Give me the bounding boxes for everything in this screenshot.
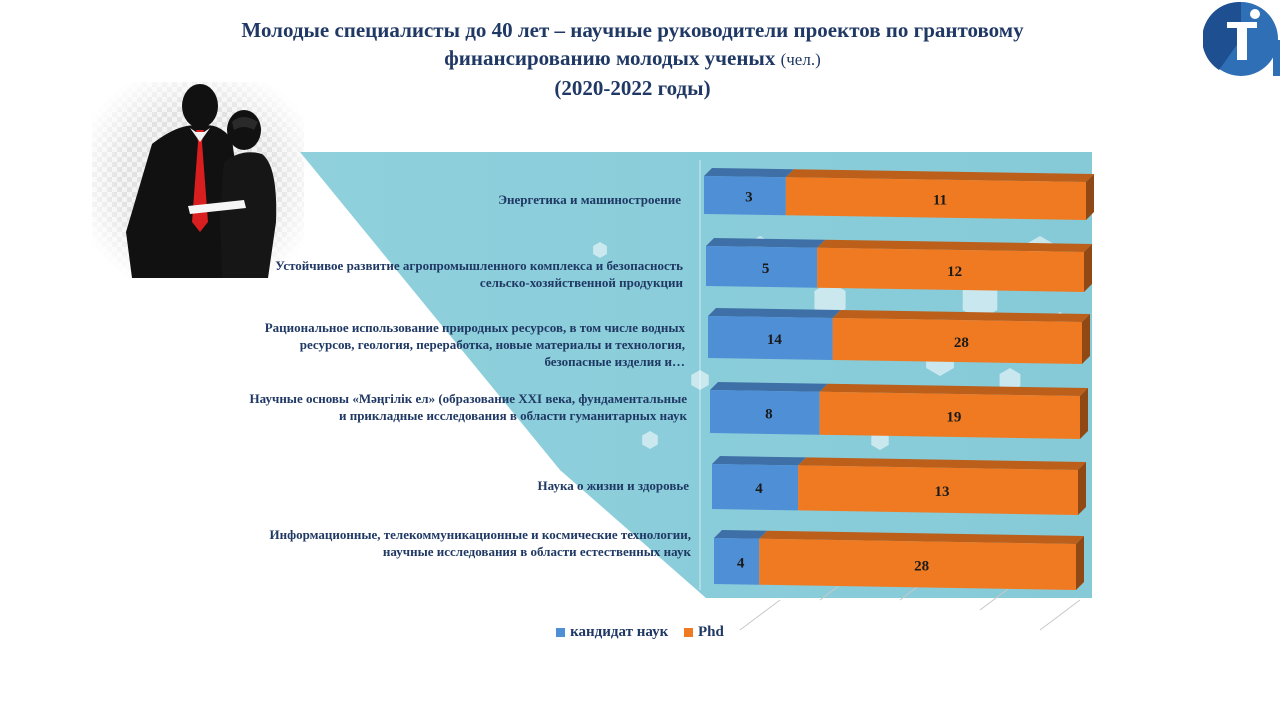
title-line-3: (2020-2022 годы) xyxy=(554,76,711,100)
bar-phd xyxy=(819,391,1080,439)
bar-candidate-value-label: 14 xyxy=(767,332,783,348)
bar-phd-value-label: 28 xyxy=(914,558,929,574)
bar-candidate-top xyxy=(710,382,828,392)
category-label: Наука о жизни и здоровье xyxy=(537,478,690,493)
category-label: Энергетика и машиностроение xyxy=(498,192,681,207)
legend-swatch-blue xyxy=(556,628,566,637)
bar-phd-top xyxy=(832,310,1090,322)
category-label: Рациональное использование природных рес… xyxy=(264,320,685,369)
floor-gridline xyxy=(1039,599,1081,631)
bar-phd-value-label: 28 xyxy=(954,335,969,351)
bar-candidate xyxy=(714,538,760,585)
bar-candidate xyxy=(708,316,833,360)
bar-candidate-top xyxy=(712,456,807,466)
category-label: Устойчивое развитие агропромышленного ко… xyxy=(275,258,683,290)
bar-candidate-value-label: 4 xyxy=(755,481,763,497)
bar-phd-side xyxy=(1080,388,1088,439)
title-line-1: Молодые специалисты до 40 лет – научные … xyxy=(241,18,1024,42)
decor-hexagon xyxy=(593,242,607,258)
bar-phd-top xyxy=(817,239,1092,252)
bar-phd xyxy=(817,247,1084,292)
bar-candidate-value-label: 5 xyxy=(762,261,770,277)
title-line-2-text: финансированию молодых ученых xyxy=(444,46,776,70)
bar-phd xyxy=(798,465,1078,515)
bar-phd-value-label: 19 xyxy=(946,409,961,425)
legend: кандидат наук Phd xyxy=(0,624,1280,642)
bar-candidate xyxy=(706,246,818,288)
chart-title: Молодые специалисты до 40 лет – научные … xyxy=(120,16,1145,102)
legend-swatch-orange xyxy=(684,628,694,637)
bar-phd xyxy=(759,538,1076,590)
bar-phd-side xyxy=(1082,314,1090,364)
title-unit: (чел.) xyxy=(780,50,821,69)
bar-phd-value-label: 12 xyxy=(947,264,962,280)
bar-candidate xyxy=(704,176,786,216)
legend-label-candidate: кандидат наук xyxy=(570,624,669,640)
bar-candidate-value-label: 8 xyxy=(765,406,773,422)
bar-candidate-top xyxy=(704,168,794,178)
decor-hexagon xyxy=(814,282,846,318)
bar-candidate xyxy=(712,464,799,511)
bar-phd-value-label: 11 xyxy=(933,193,947,209)
legend-item-phd: Phd xyxy=(684,624,724,641)
bar-candidate-top xyxy=(708,308,841,318)
bar-phd-side xyxy=(1084,244,1092,292)
bars-layer: 3 11 5 12 14 28 8 19 4 13 4 28 xyxy=(704,168,1094,590)
business-people-silhouette xyxy=(92,82,304,278)
decor-hexagon xyxy=(999,368,1021,392)
legend-item-candidate: кандидат наук xyxy=(556,624,668,641)
title-line-2: финансированию молодых ученых (чел.) xyxy=(120,44,1145,74)
bar-phd xyxy=(832,318,1082,364)
bar-phd-top xyxy=(798,457,1086,470)
organization-logo xyxy=(1203,1,1280,76)
bar-phd-top xyxy=(759,530,1084,544)
bar-candidate xyxy=(710,390,820,435)
category-label: Научные основы «Мәңгілік ел» (образовани… xyxy=(249,391,687,423)
bar-candidate-value-label: 3 xyxy=(745,190,753,206)
bar-phd-side xyxy=(1076,536,1084,590)
legend-label-phd: Phd xyxy=(698,624,724,640)
bar-phd-top xyxy=(819,383,1088,396)
bar-candidate-top xyxy=(714,530,768,539)
bar-phd-top xyxy=(785,169,1094,182)
category-label: Информационные, телекоммуникационные и к… xyxy=(269,527,691,559)
decor-hexagon xyxy=(642,431,658,449)
bar-candidate-top xyxy=(706,238,826,248)
bar-phd-value-label: 13 xyxy=(935,484,950,500)
floor-gridline xyxy=(739,599,781,631)
bar-phd-side xyxy=(1086,174,1094,220)
bar-phd xyxy=(785,177,1086,220)
bar-candidate-value-label: 4 xyxy=(737,555,745,571)
bar-phd-side xyxy=(1078,462,1086,515)
